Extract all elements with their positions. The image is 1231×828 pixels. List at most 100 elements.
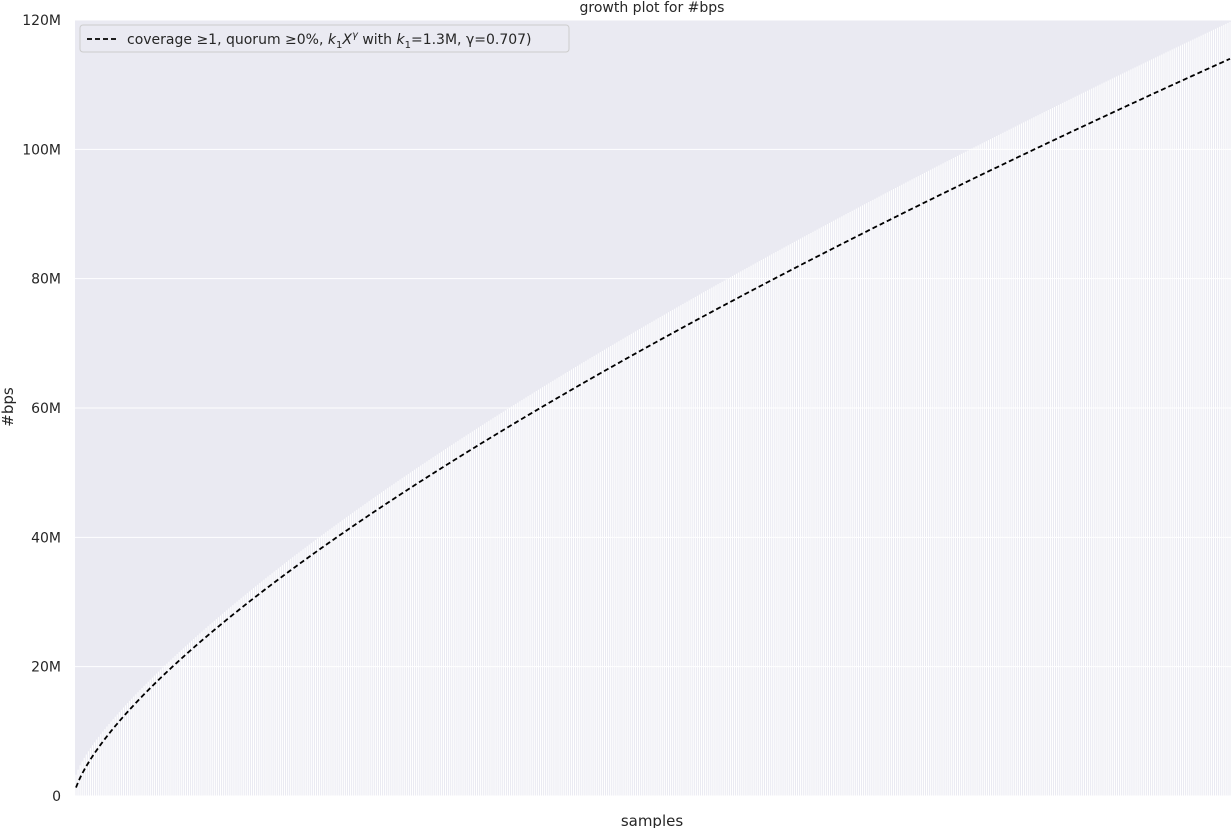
sample-bar xyxy=(471,431,473,796)
sample-bar xyxy=(1113,77,1115,796)
sample-bar xyxy=(800,238,802,796)
y-tick-label: 0 xyxy=(52,789,61,805)
sample-bar xyxy=(193,638,195,796)
y-tick-label: 120M xyxy=(22,13,61,29)
sample-bar xyxy=(612,344,614,796)
sample-bar xyxy=(250,589,252,796)
sample-bar xyxy=(333,526,335,796)
sample-bar xyxy=(118,712,120,796)
sample-bar xyxy=(327,530,329,796)
sample-bar xyxy=(837,218,839,796)
sample-bar xyxy=(331,527,333,796)
sample-bar xyxy=(1018,124,1020,796)
sample-bar xyxy=(143,685,145,796)
sample-bar xyxy=(341,520,343,796)
sample-bar xyxy=(573,368,575,796)
sample-bar xyxy=(79,765,81,796)
sample-bar xyxy=(826,224,828,796)
sample-bar xyxy=(455,442,457,796)
sample-bar xyxy=(506,409,508,796)
sample-bar xyxy=(1099,84,1101,796)
sample-bar xyxy=(990,139,992,796)
chart-title: growth plot for #bps xyxy=(580,0,725,16)
sample-bar xyxy=(81,761,83,796)
sample-bar xyxy=(1004,131,1006,796)
sample-bar xyxy=(191,640,193,796)
sample-bar xyxy=(147,681,149,796)
sample-bar xyxy=(818,228,820,796)
sample-bar xyxy=(1002,132,1004,796)
sample-bar xyxy=(310,543,312,796)
sample-bar xyxy=(236,601,238,796)
sample-bar xyxy=(1056,105,1058,796)
sample-bar xyxy=(773,253,775,796)
sample-bar xyxy=(162,667,164,796)
sample-bar xyxy=(1082,92,1084,796)
sample-bar xyxy=(901,184,903,796)
sample-bar xyxy=(399,479,401,796)
sample-bar xyxy=(828,222,831,796)
sample-bar xyxy=(234,603,236,796)
sample-bar xyxy=(907,181,909,796)
sample-bar xyxy=(787,245,789,796)
sample-bar xyxy=(744,269,746,796)
sample-bar xyxy=(102,731,104,796)
sample-bar xyxy=(1093,87,1095,796)
sample-bar xyxy=(480,426,482,796)
sample-bar xyxy=(1223,24,1225,796)
sample-bar xyxy=(436,454,438,796)
sample-bar xyxy=(670,311,672,796)
sample-bar xyxy=(936,166,938,796)
sample-bar xyxy=(820,227,822,796)
sample-bar xyxy=(358,508,360,796)
sample-bar xyxy=(1014,126,1016,796)
sample-bar xyxy=(684,302,686,796)
sample-bar xyxy=(153,675,155,796)
sample-bar xyxy=(626,336,628,796)
sample-bar xyxy=(620,339,622,796)
sample-bar xyxy=(878,196,880,796)
sample-bar xyxy=(434,455,436,796)
sample-bar xyxy=(663,314,665,796)
sample-bar xyxy=(938,165,940,796)
sample-bar xyxy=(622,338,624,796)
sample-bar xyxy=(403,476,405,796)
sample-bar xyxy=(517,402,519,796)
sample-bar xyxy=(1107,80,1109,796)
x-axis-label: samples xyxy=(621,812,684,828)
sample-bar xyxy=(808,234,810,796)
sample-bar xyxy=(401,478,403,796)
sample-bar xyxy=(160,669,162,796)
sample-bar xyxy=(217,617,219,796)
sample-bar xyxy=(659,317,661,796)
sample-bar xyxy=(1188,41,1190,796)
sample-bar xyxy=(1184,43,1186,796)
sample-bar xyxy=(122,707,124,796)
sample-bar xyxy=(1049,109,1051,796)
sample-bar xyxy=(855,208,857,796)
sample-bar xyxy=(932,168,934,796)
sample-bar xyxy=(899,185,901,796)
sample-bar xyxy=(300,550,302,796)
sample-bar xyxy=(314,540,316,796)
sample-bar xyxy=(740,271,742,796)
sample-bar xyxy=(795,240,797,796)
sample-bar xyxy=(754,263,756,796)
sample-bar xyxy=(87,751,89,796)
sample-bar xyxy=(845,214,847,796)
sample-bar xyxy=(603,349,605,796)
sample-bar xyxy=(822,226,824,796)
sample-bar xyxy=(317,538,319,796)
sample-bar xyxy=(308,544,310,796)
sample-bar xyxy=(998,134,1000,796)
sample-bar xyxy=(337,523,339,796)
sample-bar xyxy=(1217,27,1219,796)
sample-bar xyxy=(542,387,544,796)
sample-bar xyxy=(1087,90,1089,796)
y-tick-label: 60M xyxy=(31,401,61,417)
sample-bar xyxy=(381,492,383,796)
sample-bar xyxy=(643,326,645,796)
sample-bar xyxy=(265,578,267,796)
sample-bar xyxy=(785,246,787,796)
